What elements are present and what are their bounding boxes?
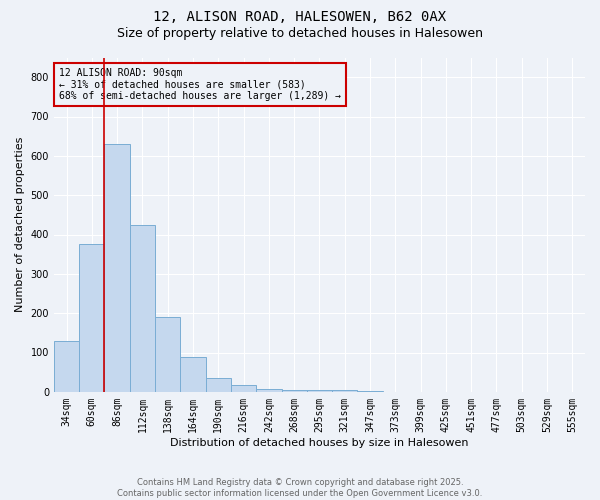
Text: Size of property relative to detached houses in Halesowen: Size of property relative to detached ho…: [117, 28, 483, 40]
Bar: [54, 340, 79, 392]
Bar: [130, 224, 155, 392]
Bar: [231, 385, 256, 392]
Text: 12, ALISON ROAD, HALESOWEN, B62 0AX: 12, ALISON ROAD, HALESOWEN, B62 0AX: [154, 10, 446, 24]
Bar: [181, 357, 206, 392]
Text: Contains HM Land Registry data © Crown copyright and database right 2025.
Contai: Contains HM Land Registry data © Crown c…: [118, 478, 482, 498]
Bar: [79, 244, 104, 392]
Bar: [281, 390, 307, 392]
X-axis label: Distribution of detached houses by size in Halesowen: Distribution of detached houses by size …: [170, 438, 469, 448]
Bar: [155, 317, 181, 392]
Bar: [256, 388, 281, 392]
Text: 12 ALISON ROAD: 90sqm
← 31% of detached houses are smaller (583)
68% of semi-det: 12 ALISON ROAD: 90sqm ← 31% of detached …: [59, 68, 341, 100]
Bar: [358, 390, 383, 392]
Bar: [104, 144, 130, 392]
Bar: [332, 390, 358, 392]
Y-axis label: Number of detached properties: Number of detached properties: [15, 137, 25, 312]
Bar: [307, 390, 332, 392]
Bar: [206, 378, 231, 392]
